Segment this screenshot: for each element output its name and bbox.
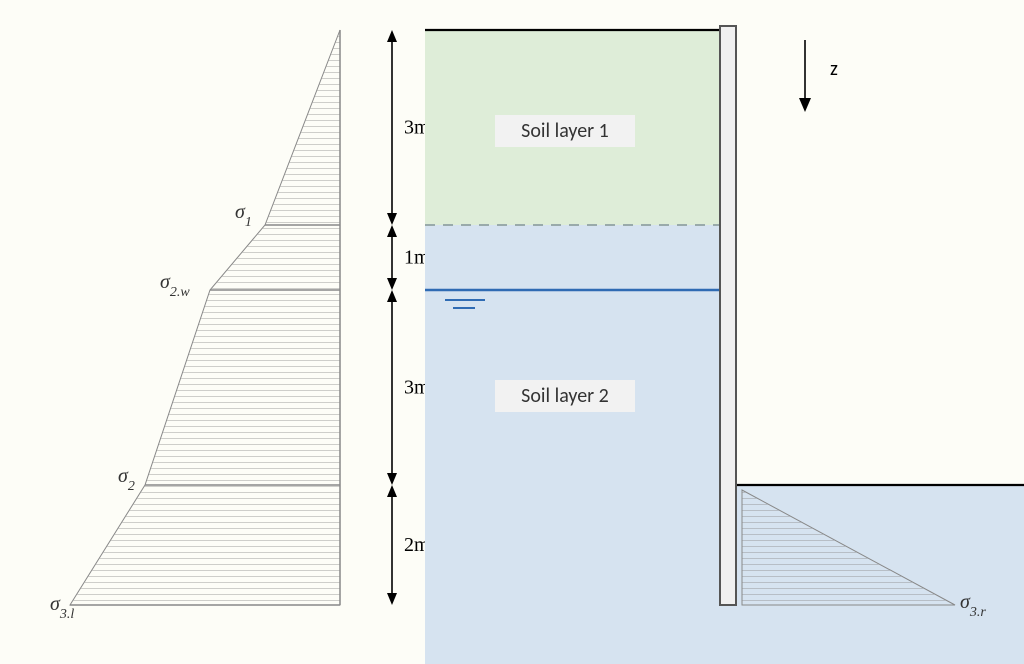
sigma-3l-label: σ3.l bbox=[50, 593, 74, 622]
active-pressure-diagram: σ1 σ2.w σ2 σ3.l bbox=[50, 30, 340, 622]
sigma-2w-label: σ2.w bbox=[160, 271, 190, 300]
retaining-wall bbox=[720, 26, 736, 605]
z-axis-label: z bbox=[830, 57, 838, 81]
cross-section: Soil layer 1 Soil layer 2 z bbox=[425, 26, 1024, 664]
sigma-2-label: σ2 bbox=[118, 465, 135, 494]
dimension-column: 3m1m3m2m bbox=[387, 30, 430, 605]
soil-layer-1-label: Soil layer 1 bbox=[521, 119, 609, 143]
sigma-1-label: σ1 bbox=[235, 201, 252, 230]
soil-layer-2-label: Soil layer 2 bbox=[521, 384, 609, 408]
